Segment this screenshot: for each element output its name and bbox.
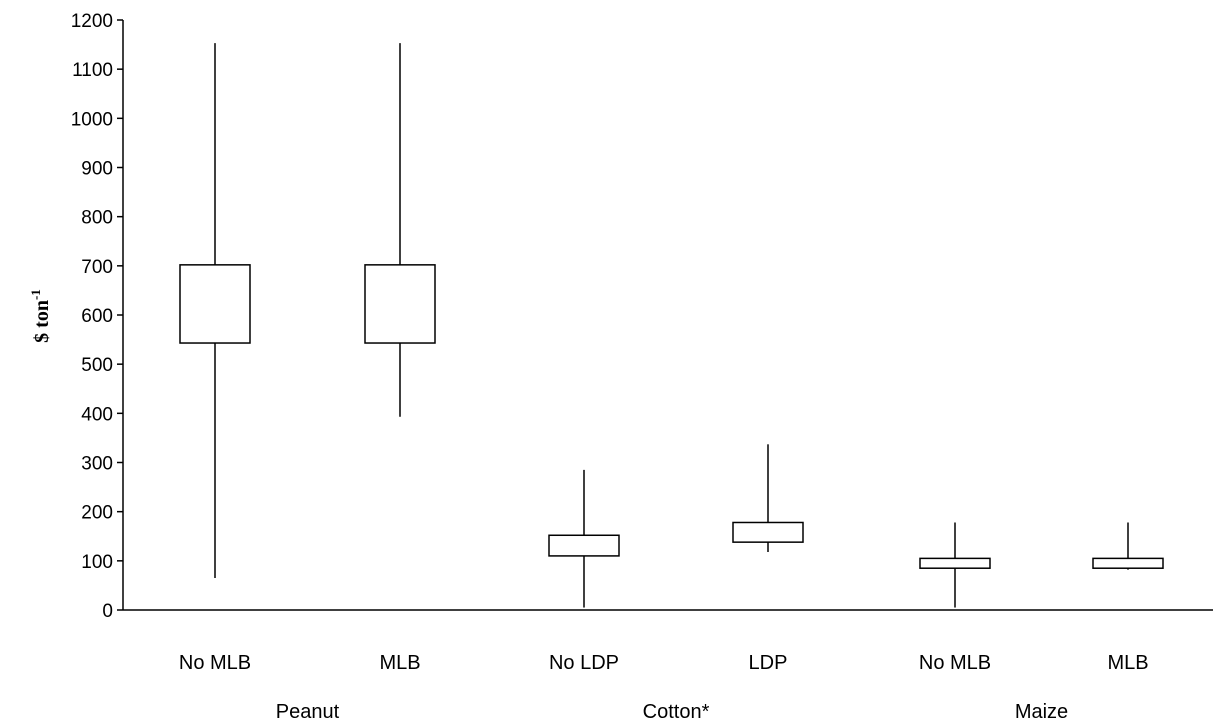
x-category-label: No LDP: [549, 652, 619, 674]
x-category-label: MLB: [1107, 652, 1148, 674]
y-ticks: 0 100 200 300 400 500 600 700 800 900 1000 1100 1200: [71, 11, 123, 622]
boxes: [179, 43, 1164, 608]
group-label: Cotton*: [643, 701, 710, 723]
y-tick-label: 700: [81, 257, 113, 278]
x-category-label: No MLB: [919, 652, 991, 674]
y-tick-label: 100: [81, 552, 113, 573]
box-5: [919, 522, 991, 608]
y-axis-label: $ ton-1: [28, 289, 53, 343]
y-tick-label: 1200: [71, 11, 113, 32]
box-rect: [919, 557, 991, 569]
box-4: [732, 444, 804, 552]
y-axis-title-superscript: -1: [28, 289, 43, 300]
box-rect: [364, 264, 436, 344]
group-labels: Peanut Cotton* Maize: [276, 701, 1068, 723]
y-tick-label: 600: [81, 306, 113, 327]
box-6: [1092, 522, 1164, 570]
y-tick-label: 400: [81, 404, 113, 425]
x-category-label: No MLB: [179, 652, 251, 674]
group-label: Peanut: [276, 701, 340, 723]
y-tick-label: 500: [81, 355, 113, 376]
y-tick-label: 1100: [72, 60, 113, 81]
y-tick-label: 1000: [71, 109, 113, 130]
axes: [122, 20, 1213, 611]
box-3: [548, 469, 620, 608]
y-tick-label: 0: [102, 601, 113, 622]
x-category-label: LDP: [749, 652, 788, 674]
box-rect: [1092, 557, 1164, 569]
group-label: Maize: [1015, 701, 1068, 723]
y-axis-title-text: $ ton: [31, 300, 53, 343]
y-tick-label: 900: [81, 159, 113, 180]
box-rect: [732, 521, 804, 543]
box-rect: [548, 534, 620, 557]
y-tick-label: 300: [81, 454, 113, 475]
box-rect: [179, 264, 251, 344]
y-tick-label: 200: [81, 503, 113, 524]
y-tick-label: 800: [81, 208, 113, 229]
x-category-labels: No MLB MLB No LDP LDP No MLB MLB: [179, 652, 1149, 674]
x-category-label: MLB: [379, 652, 420, 674]
y-axis-title: $ ton-1: [28, 289, 53, 343]
box-2: [364, 43, 436, 417]
box-1: [179, 43, 251, 579]
